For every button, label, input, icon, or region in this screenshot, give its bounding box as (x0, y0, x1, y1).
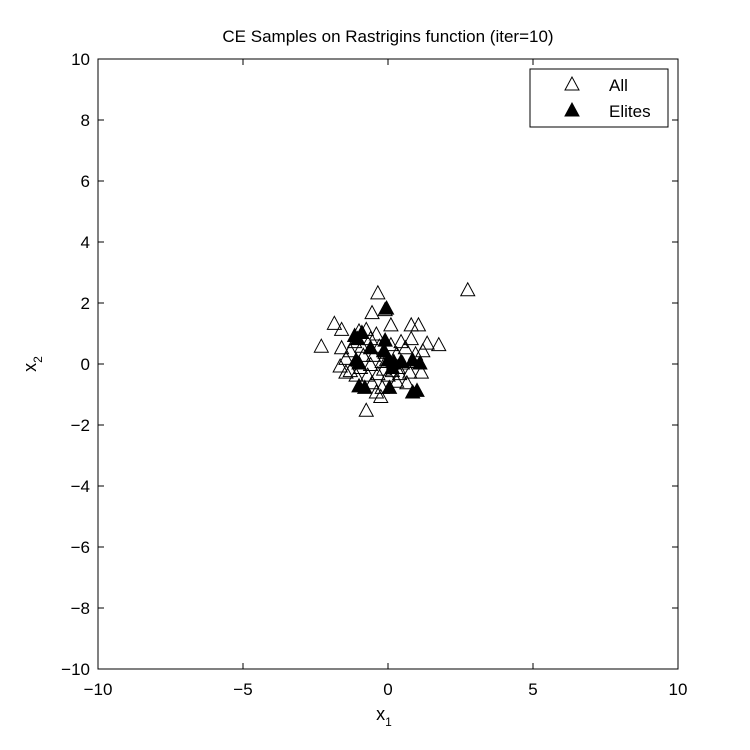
y-tick-label: −4 (71, 477, 90, 496)
point-all (372, 388, 389, 404)
point-elite (412, 354, 428, 370)
point-all (419, 335, 435, 350)
point-all (365, 347, 382, 362)
point-elite (378, 300, 395, 315)
point-all (333, 321, 350, 336)
point-all (370, 365, 386, 381)
y-tick-label: 4 (81, 233, 90, 252)
point-all (342, 362, 359, 378)
point-all (414, 342, 431, 358)
x-tick-label: −5 (233, 680, 252, 699)
point-all (354, 338, 370, 353)
point-elite (351, 354, 367, 370)
y-tick-label: 10 (71, 50, 90, 69)
point-all (313, 338, 330, 353)
point-all (355, 347, 372, 362)
series-elites (346, 300, 428, 399)
x-axis-label-sub: 1 (385, 715, 392, 729)
legend-label-all: All (609, 76, 628, 95)
y-axis-label-sub: 2 (31, 356, 45, 363)
point-all (397, 339, 414, 355)
x-tick-label: 0 (383, 680, 392, 699)
legend: All Elites (529, 68, 669, 128)
point-elite (356, 379, 373, 394)
y-tick-label: −2 (71, 416, 90, 435)
legend-label-elites: Elites (609, 102, 651, 121)
point-all (399, 374, 415, 390)
chart-title: CE Samples on Rastrigins function (iter=… (222, 27, 553, 46)
y-tick-label: 0 (81, 355, 90, 374)
point-all (410, 316, 427, 332)
x-tick-label: −10 (84, 680, 113, 699)
point-all (413, 364, 430, 379)
point-all (393, 333, 409, 349)
point-all (358, 402, 375, 417)
point-all (359, 367, 376, 382)
point-elite (381, 379, 398, 394)
legend-marker-all (564, 75, 580, 91)
point-all (403, 330, 420, 346)
point-all (459, 281, 476, 297)
point-all (342, 342, 359, 358)
point-elite (393, 353, 409, 368)
y-axis: −10 −8 −6 −4 −2 0 2 4 6 8 10 (61, 50, 678, 679)
y-axis-label-base: x (20, 363, 40, 372)
x-axis: −10 −5 0 5 10 (84, 59, 688, 699)
point-all (332, 357, 348, 373)
point-all (338, 364, 354, 379)
legend-marker-elites (564, 101, 580, 117)
point-elite (409, 382, 425, 397)
point-all (362, 356, 379, 371)
y-axis-label: x2 (20, 356, 45, 372)
y-tick-label: −10 (61, 660, 90, 679)
x-tick-label: 10 (669, 680, 688, 699)
point-all (333, 339, 350, 355)
point-all (364, 374, 380, 390)
point-all (364, 304, 380, 320)
point-all (383, 316, 399, 332)
point-all (368, 325, 385, 341)
x-tick-label: 5 (528, 680, 537, 699)
point-all (326, 315, 343, 330)
y-tick-label: 6 (81, 172, 90, 191)
point-all (348, 367, 364, 382)
point-elite (384, 359, 401, 375)
point-all (401, 364, 418, 379)
y-tick-label: −8 (71, 599, 90, 618)
y-tick-label: 8 (81, 111, 90, 130)
x-axis-label: x1 (376, 704, 392, 729)
point-elite (362, 339, 379, 355)
point-all (388, 373, 405, 388)
y-tick-label: 2 (81, 294, 90, 313)
legend-box (529, 68, 669, 128)
point-all (430, 336, 447, 352)
point-all (370, 284, 386, 300)
x-axis-label-base: x (376, 704, 385, 724)
y-tick-label: −6 (71, 538, 90, 557)
point-elite (349, 330, 366, 346)
